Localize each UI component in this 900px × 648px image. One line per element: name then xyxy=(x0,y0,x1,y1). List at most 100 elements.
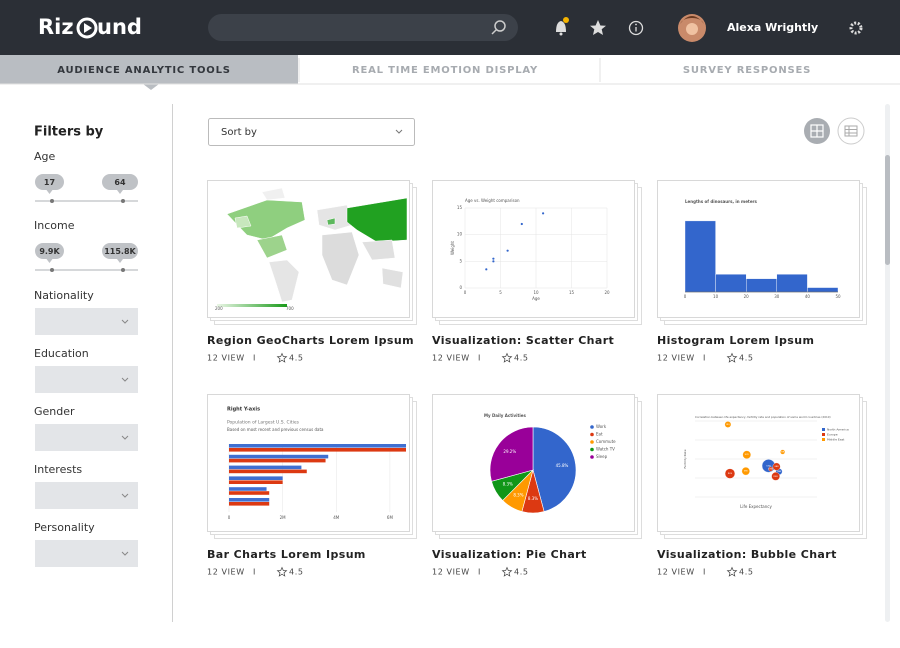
tab[interactable]: REAL TIME EMOTION DISPLAY xyxy=(352,65,538,76)
card-thumbnail xyxy=(657,394,860,532)
scatter-point xyxy=(542,212,545,215)
card-title[interactable]: Visualization: Pie Chart xyxy=(432,548,587,561)
card[interactable]: Lengths of dinosaurs, in meters 0 10 20 30 40… xyxy=(657,180,867,363)
x-tick-label: 50 xyxy=(835,294,841,299)
map-region xyxy=(226,199,306,241)
x-tick-label: 20 xyxy=(744,294,750,299)
meta-separator: I xyxy=(478,354,481,363)
logo-play xyxy=(84,23,92,33)
chart-title: Right Y-axis xyxy=(227,407,260,413)
histogram-bar xyxy=(745,278,777,293)
meta-separator: I xyxy=(703,354,706,363)
list-view-button[interactable] xyxy=(837,117,865,145)
rating-star xyxy=(501,566,513,577)
y-tick-label: 5 xyxy=(459,258,462,263)
settings-icon-hole xyxy=(854,26,858,30)
bubble xyxy=(780,449,786,455)
bar xyxy=(229,476,283,480)
rating-star xyxy=(726,352,738,363)
legend-swatch xyxy=(590,432,594,437)
filter-dropdown[interactable] xyxy=(35,540,138,567)
card-thumbnail xyxy=(432,180,635,318)
rating-star xyxy=(276,352,288,363)
avatar-face xyxy=(686,23,698,35)
notification-icon[interactable] xyxy=(556,21,566,32)
range-handle[interactable] xyxy=(121,199,125,203)
bubble xyxy=(741,467,750,476)
card[interactable]: Correlation between life expectancy, fer… xyxy=(657,394,867,577)
search-box[interactable] xyxy=(208,14,518,41)
card-title[interactable]: Histogram Lorem Ipsum xyxy=(657,334,814,347)
map-region xyxy=(261,187,286,201)
card-title[interactable]: Region GeoCharts Lorem Ipsum xyxy=(207,334,414,347)
scrollbar-thumb[interactable] xyxy=(885,155,890,265)
slice-label: 29.2% xyxy=(503,449,516,454)
logo[interactable]: Riz xyxy=(38,15,74,39)
notification-clapper xyxy=(559,32,563,36)
sort-label[interactable]: Sort by xyxy=(221,127,257,138)
x-axis-label: Age xyxy=(532,296,540,301)
color-legend xyxy=(217,304,287,307)
logo-icon xyxy=(76,17,98,39)
histogram-bar xyxy=(684,220,716,293)
bubble-label: ISR xyxy=(781,452,785,454)
legend-swatch xyxy=(822,428,825,431)
thumbnail-chart: Age vs. Weight comparison 0 5 10 15 20 0 5 10 15 A… xyxy=(450,198,610,301)
bubble-label: DNK xyxy=(768,469,773,471)
filter-label: Education xyxy=(34,347,89,360)
scatter-point xyxy=(492,260,495,263)
y-tick-label: 15 xyxy=(457,205,463,210)
legend-swatch xyxy=(590,455,594,459)
bubble xyxy=(724,421,732,428)
favorites-icon[interactable] xyxy=(590,20,606,35)
map-region xyxy=(381,267,404,289)
scatter-point xyxy=(492,257,495,260)
tab-active[interactable] xyxy=(0,55,298,84)
avatar-hair xyxy=(680,16,704,24)
card-title[interactable]: Visualization: Scatter Chart xyxy=(432,334,614,347)
legend-swatch xyxy=(822,438,825,441)
card-title[interactable]: Visualization: Bubble Chart xyxy=(657,548,837,561)
y-tick-label: 10 xyxy=(457,232,463,237)
dropdown-arrow xyxy=(121,377,129,382)
thumbnail-chart: My Daily Activities 45.8% Work 8.3% Eat 8.3% C… xyxy=(484,413,616,514)
user-name[interactable]: Alexa Wrightly xyxy=(727,21,818,34)
map-region xyxy=(321,231,360,286)
map-region xyxy=(316,204,353,231)
bubble-label: EGY xyxy=(745,454,750,456)
thumbnail-chart: Right Y-axis Population of Largest U.S. C… xyxy=(227,407,406,520)
meta-separator: I xyxy=(478,568,481,577)
info-icon[interactable] xyxy=(628,20,644,36)
range-handle[interactable] xyxy=(50,199,54,203)
card[interactable]: Right Y-axis Population of Largest U.S. C… xyxy=(207,394,417,577)
filter-dropdown[interactable] xyxy=(35,366,138,393)
tab[interactable]: AUDIENCE ANALYTIC TOOLS xyxy=(57,65,231,76)
range-value: 64 xyxy=(114,178,126,187)
filter-dropdown[interactable] xyxy=(35,424,138,451)
bar xyxy=(229,502,270,506)
bar xyxy=(229,469,307,474)
bubble-label: GBR xyxy=(774,466,779,468)
card-title[interactable]: Bar Charts Lorem Ipsum xyxy=(207,548,366,561)
logo[interactable]: und xyxy=(97,15,142,39)
view-count: 12 VIEW xyxy=(207,354,245,363)
rating: 4.5 xyxy=(289,568,304,577)
thumbnail-chart: Lengths of dinosaurs, in meters 0 10 20 30 40… xyxy=(684,199,841,299)
bubble xyxy=(771,472,780,481)
range-handle[interactable] xyxy=(50,268,54,272)
sort-dropdown[interactable] xyxy=(208,118,415,146)
chart-title: Age vs. Weight comparison xyxy=(465,198,520,203)
card[interactable]: Age vs. Weight comparison 0 5 10 15 20 0 5 10 15 A… xyxy=(432,180,642,363)
settings-icon[interactable] xyxy=(849,21,863,35)
tab[interactable]: SURVEY RESPONSES xyxy=(683,65,811,76)
legend-min: 200 xyxy=(215,306,223,311)
card[interactable]: My Daily Activities 45.8% Work 8.3% Eat 8.3% C… xyxy=(432,394,642,577)
search-icon[interactable] xyxy=(494,20,506,32)
x-tick-label: 2M xyxy=(280,515,287,520)
pie-slice xyxy=(532,426,577,512)
range-handle[interactable] xyxy=(121,268,125,272)
filter-label: Gender xyxy=(34,405,75,418)
filter-dropdown[interactable] xyxy=(35,308,138,335)
filter-dropdown[interactable] xyxy=(35,482,138,509)
card[interactable]: 200 700 Region GeoCharts Lorem Ipsum 12 VIE… xyxy=(207,180,417,363)
